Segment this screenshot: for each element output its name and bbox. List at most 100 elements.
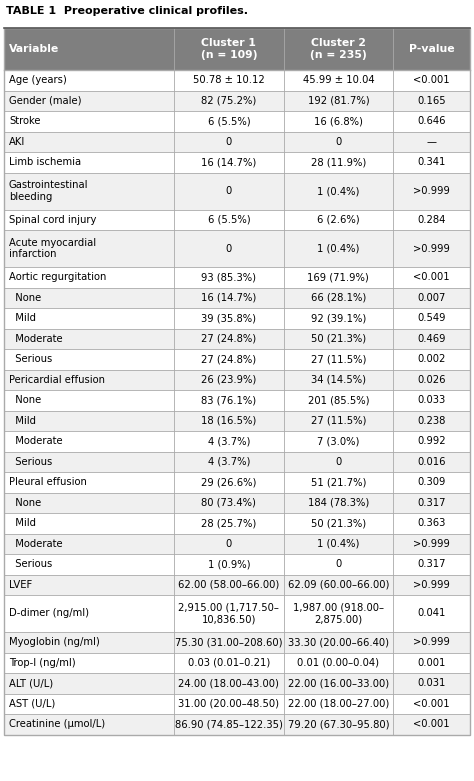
Text: 34 (14.5%): 34 (14.5%): [311, 375, 366, 385]
Bar: [4, 230, 470, 267]
Text: 0: 0: [335, 559, 341, 569]
Text: 0: 0: [335, 137, 341, 147]
Text: 0: 0: [335, 457, 341, 467]
Bar: [4, 308, 470, 329]
Text: Serious: Serious: [9, 559, 52, 569]
Text: 0.992: 0.992: [417, 437, 446, 446]
Text: 0.03 (0.01–0.21): 0.03 (0.01–0.21): [188, 658, 270, 668]
Bar: [4, 131, 470, 152]
Text: AST (U/L): AST (U/L): [9, 699, 55, 708]
Text: 16 (14.7%): 16 (14.7%): [201, 157, 256, 167]
Text: 16 (6.8%): 16 (6.8%): [314, 116, 363, 127]
Bar: [4, 111, 470, 131]
Text: 28 (25.7%): 28 (25.7%): [201, 519, 256, 528]
Text: 29 (26.6%): 29 (26.6%): [201, 477, 256, 487]
Text: 6 (5.5%): 6 (5.5%): [208, 215, 250, 225]
Text: 1,987.00 (918.00–
2,875.00): 1,987.00 (918.00– 2,875.00): [293, 603, 384, 624]
Bar: [4, 390, 470, 411]
Text: 1 (0.9%): 1 (0.9%): [208, 559, 250, 569]
Bar: [4, 267, 470, 287]
Text: Aortic regurgitation: Aortic regurgitation: [9, 273, 106, 282]
Bar: [4, 411, 470, 431]
Text: 0.016: 0.016: [417, 457, 446, 467]
Text: 39 (35.8%): 39 (35.8%): [201, 313, 256, 323]
Text: 0.165: 0.165: [417, 96, 446, 105]
Bar: [4, 28, 470, 70]
Text: 45.99 ± 10.04: 45.99 ± 10.04: [302, 75, 374, 85]
Text: 22.00 (18.00–27.00): 22.00 (18.00–27.00): [288, 699, 389, 708]
Text: Pericardial effusion: Pericardial effusion: [9, 375, 105, 385]
Bar: [4, 329, 470, 349]
Bar: [4, 554, 470, 575]
Text: 0.646: 0.646: [417, 116, 446, 127]
Text: ALT (U/L): ALT (U/L): [9, 678, 53, 688]
Text: Mild: Mild: [9, 519, 36, 528]
Text: >0.999: >0.999: [413, 244, 450, 254]
Text: 27 (24.8%): 27 (24.8%): [201, 333, 256, 344]
Bar: [4, 595, 470, 632]
Text: Pleural effusion: Pleural effusion: [9, 477, 87, 487]
Text: Cluster 1
(n = 109): Cluster 1 (n = 109): [201, 38, 257, 60]
Text: 0.309: 0.309: [418, 477, 446, 487]
Bar: [4, 70, 470, 91]
Text: 0: 0: [226, 244, 232, 254]
Text: Spinal cord injury: Spinal cord injury: [9, 215, 96, 225]
Text: 0.469: 0.469: [417, 333, 446, 344]
Text: Moderate: Moderate: [9, 437, 63, 446]
Text: 18 (16.5%): 18 (16.5%): [201, 415, 256, 426]
Text: >0.999: >0.999: [413, 186, 450, 196]
Text: 0.01 (0.00–0.04): 0.01 (0.00–0.04): [297, 658, 379, 668]
Text: 192 (81.7%): 192 (81.7%): [308, 96, 369, 105]
Text: 0: 0: [226, 137, 232, 147]
Text: Variable: Variable: [9, 44, 59, 54]
Text: P-value: P-value: [409, 44, 455, 54]
Text: 2,915.00 (1,717.50–
10,836.50): 2,915.00 (1,717.50– 10,836.50): [178, 603, 279, 624]
Text: 0.317: 0.317: [417, 559, 446, 569]
Text: 33.30 (20.00–66.40): 33.30 (20.00–66.40): [288, 637, 389, 647]
Text: <0.001: <0.001: [413, 75, 450, 85]
Bar: [4, 575, 470, 595]
Bar: [4, 287, 470, 308]
Text: Trop-I (ng/ml): Trop-I (ng/ml): [9, 658, 76, 668]
Text: >0.999: >0.999: [413, 580, 450, 590]
Text: 0.026: 0.026: [417, 375, 446, 385]
Text: 0.001: 0.001: [418, 658, 446, 668]
Bar: [4, 533, 470, 554]
Text: >0.999: >0.999: [413, 637, 450, 647]
Text: 0.317: 0.317: [417, 497, 446, 508]
Text: 6 (2.6%): 6 (2.6%): [317, 215, 360, 225]
Text: 7 (3.0%): 7 (3.0%): [317, 437, 360, 446]
Text: 24.00 (18.00–43.00): 24.00 (18.00–43.00): [178, 678, 279, 688]
Text: Gender (male): Gender (male): [9, 96, 82, 105]
Text: 86.90 (74.85–122.35): 86.90 (74.85–122.35): [175, 719, 283, 729]
Text: 0.041: 0.041: [418, 608, 446, 619]
Text: Acute myocardial
infarction: Acute myocardial infarction: [9, 237, 96, 259]
Text: 62.09 (60.00–66.00): 62.09 (60.00–66.00): [288, 580, 389, 590]
Text: <0.001: <0.001: [413, 699, 450, 708]
Text: D-dimer (ng/ml): D-dimer (ng/ml): [9, 608, 89, 619]
Bar: [4, 652, 470, 673]
Text: 31.00 (20.00–48.50): 31.00 (20.00–48.50): [178, 699, 279, 708]
Text: Creatinine (μmol/L): Creatinine (μmol/L): [9, 719, 105, 729]
Text: 0.363: 0.363: [418, 519, 446, 528]
Text: 75.30 (31.00–208.60): 75.30 (31.00–208.60): [175, 637, 283, 647]
Bar: [4, 451, 470, 472]
Text: 201 (85.5%): 201 (85.5%): [308, 395, 369, 405]
Text: 83 (76.1%): 83 (76.1%): [201, 395, 256, 405]
Bar: [4, 209, 470, 230]
Text: 0.002: 0.002: [418, 355, 446, 364]
Text: Serious: Serious: [9, 355, 52, 364]
Text: 0.007: 0.007: [418, 293, 446, 303]
Text: Moderate: Moderate: [9, 333, 63, 344]
Text: Moderate: Moderate: [9, 539, 63, 549]
Text: 184 (78.3%): 184 (78.3%): [308, 497, 369, 508]
Bar: [4, 472, 470, 493]
Text: None: None: [9, 497, 41, 508]
Bar: [4, 431, 470, 451]
Text: TABLE 1  Preoperative clinical profiles.: TABLE 1 Preoperative clinical profiles.: [6, 6, 248, 16]
Text: 62.00 (58.00–66.00): 62.00 (58.00–66.00): [178, 580, 280, 590]
Bar: [4, 152, 470, 173]
Bar: [4, 714, 470, 734]
Text: <0.001: <0.001: [413, 719, 450, 729]
Text: 51 (21.7%): 51 (21.7%): [310, 477, 366, 487]
